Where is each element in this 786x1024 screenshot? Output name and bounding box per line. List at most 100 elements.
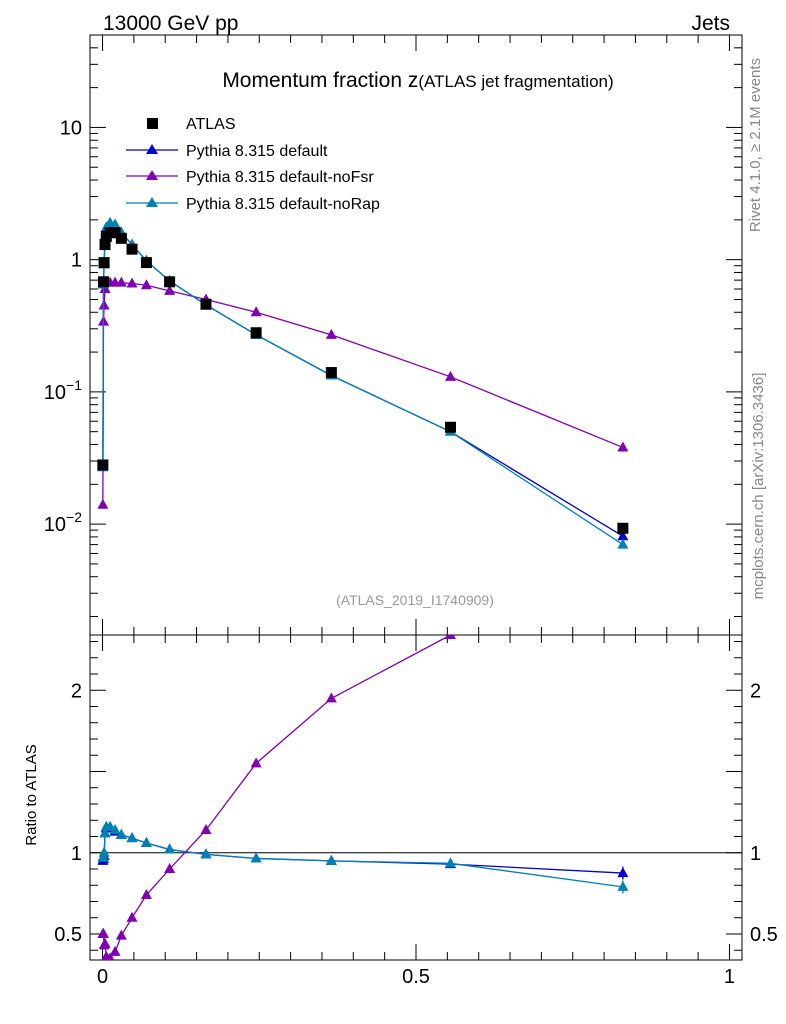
ratio-point-noFsr — [105, 952, 115, 960]
data-point-noFsr — [164, 284, 176, 295]
legend-label-default: Pythia 8.315 default — [186, 143, 328, 160]
data-point-atlas — [617, 522, 629, 534]
series-noFsr — [97, 275, 629, 509]
legend-entry-norap: Pythia 8.315 default-noRap — [126, 196, 380, 213]
chart-title-main: Momentum fraction z — [222, 69, 418, 92]
ratio-series-noRap — [97, 820, 629, 894]
legend-entry-atlas: ATLAS — [147, 116, 236, 133]
ratio-point-noRap — [99, 827, 111, 838]
ratio-ylabel: Ratio to ATLAS — [23, 744, 40, 845]
ratio-point-noFsr — [200, 824, 212, 834]
chart-title-sub: (ATLAS jet fragmentation) — [418, 72, 613, 91]
ratio-point-noFsr — [109, 945, 121, 956]
data-point-noFsr — [617, 441, 629, 452]
ratio-point-noFsr — [444, 635, 456, 639]
analysis-id: (ATLAS_2019_I1740909) — [336, 592, 494, 608]
legend: ATLAS Pythia 8.315 default Pythia 8.315 … — [126, 116, 380, 213]
data-point-noFsr — [325, 328, 337, 339]
ratio-point-noRap — [444, 857, 456, 868]
data-point-noFsr — [140, 279, 152, 290]
ratio-point-noRap — [164, 843, 176, 854]
series-line-default — [102, 223, 624, 537]
data-point-noFsr — [97, 498, 109, 509]
data-point-noFsr — [444, 370, 456, 381]
legend-marker-atlas — [147, 118, 158, 129]
legend-marker-norap — [146, 197, 158, 207]
ratio-point-noRap — [126, 832, 138, 843]
data-point-noFsr — [98, 299, 110, 310]
ratio-point-noRap — [115, 828, 127, 839]
data-point-noRap — [617, 538, 629, 549]
ratio-y-tick-label: 1 — [71, 843, 82, 865]
ratio-line-noFsr — [102, 635, 451, 960]
data-point-atlas — [444, 421, 456, 433]
main-y-tick-label: 10 — [60, 117, 82, 139]
legend-label-nofsr: Pythia 8.315 default-noFsr — [186, 169, 374, 186]
data-point-atlas — [250, 327, 262, 339]
chart-title: Momentum fraction z(ATLAS jet fragmentat… — [222, 69, 613, 92]
ratio-panel: 2 2 1 1 0.5 0.5 0 0.5 1 Ratio to ATLAS — [23, 634, 778, 988]
ratio-point-noFsr — [325, 692, 337, 703]
ratio-frame — [89, 634, 743, 961]
series-noRap — [97, 216, 629, 549]
series-line-noRap — [102, 222, 624, 546]
legend-marker-default — [146, 144, 158, 154]
data-point-atlas — [140, 257, 152, 269]
ratio-point-noRap — [325, 854, 337, 865]
data-point-default — [617, 530, 629, 541]
legend-marker-nofsr — [146, 170, 158, 180]
data-point-atlas — [126, 243, 138, 255]
rivet-label: Rivet 4.1.0, ≥ 2.1M events — [747, 58, 764, 232]
ratio-point-noRap — [200, 848, 212, 859]
legend-entry-nofsr: Pythia 8.315 default-noFsr — [126, 169, 374, 186]
main-y-tick-label: 1 — [71, 250, 82, 272]
ratio-y-tick-label: 0.5 — [54, 924, 82, 946]
data-point-noFsr — [250, 306, 262, 317]
main-y-ticks: 10 1 10−1 10−2 — [44, 34, 742, 618]
main-panel: 10 1 10−1 10−2 Momentum fraction z(ATLAS je… — [44, 34, 743, 636]
ratio-point-noRap — [98, 846, 110, 857]
ratio-point-noFsr — [126, 911, 138, 922]
category-label: Jets — [691, 12, 730, 35]
ratio-series — [97, 635, 629, 960]
data-point-atlas — [164, 276, 176, 288]
ratio-point-noRap — [140, 837, 152, 847]
ratio-x-tick-label: 0 — [97, 966, 108, 988]
series-data — [97, 227, 629, 534]
data-point-atlas — [99, 239, 111, 251]
ratio-x-tick-label: 0.5 — [402, 966, 430, 988]
ratio-line-noRap — [102, 826, 623, 888]
data-point-atlas — [115, 232, 127, 244]
ratio-point-noFsr — [97, 928, 109, 938]
data-point-atlas — [98, 257, 110, 269]
ratio-point-noRap — [250, 852, 262, 863]
ratio-point-noFsr — [250, 757, 262, 768]
energy-label: 13000 GeV pp — [103, 12, 238, 35]
ratio-y-tick-label: 2 — [71, 680, 82, 702]
ratio-point-noFsr — [164, 863, 176, 873]
main-y-tick-label: 10−2 — [44, 509, 82, 536]
ratio-y-tick-label-right: 0.5 — [750, 924, 778, 946]
ratio-point-noFsr — [115, 929, 127, 940]
legend-label-atlas: ATLAS — [186, 116, 236, 133]
data-point-atlas — [109, 227, 121, 239]
ratio-point-noRap — [109, 824, 121, 834]
legend-label-norap: Pythia 8.315 default-noRap — [186, 196, 380, 213]
series-line-noFsr — [102, 281, 624, 505]
data-point-noFsr — [126, 277, 138, 288]
ratio-series-noFsr — [97, 635, 456, 960]
main-x-ticks — [102, 35, 730, 635]
ratio-x-tick-label: 1 — [724, 966, 735, 988]
mcplots-label: mcplots.cern.ch [arXiv:1306.3436] — [750, 373, 767, 600]
ratio-point-noFsr — [99, 937, 111, 948]
data-point-atlas — [97, 459, 109, 471]
ratio-y-ticks: 2 2 1 1 0.5 0.5 — [54, 641, 778, 951]
ratio-x-ticks: 0 0.5 1 — [97, 635, 735, 988]
ratio-y-tick-label-right: 2 — [750, 680, 761, 702]
ratio-point-noFsr — [140, 889, 152, 899]
main-series — [97, 216, 629, 549]
legend-entry-default: Pythia 8.315 default — [126, 143, 328, 160]
main-y-tick-label: 10−1 — [44, 377, 82, 404]
data-point-atlas — [97, 276, 109, 288]
